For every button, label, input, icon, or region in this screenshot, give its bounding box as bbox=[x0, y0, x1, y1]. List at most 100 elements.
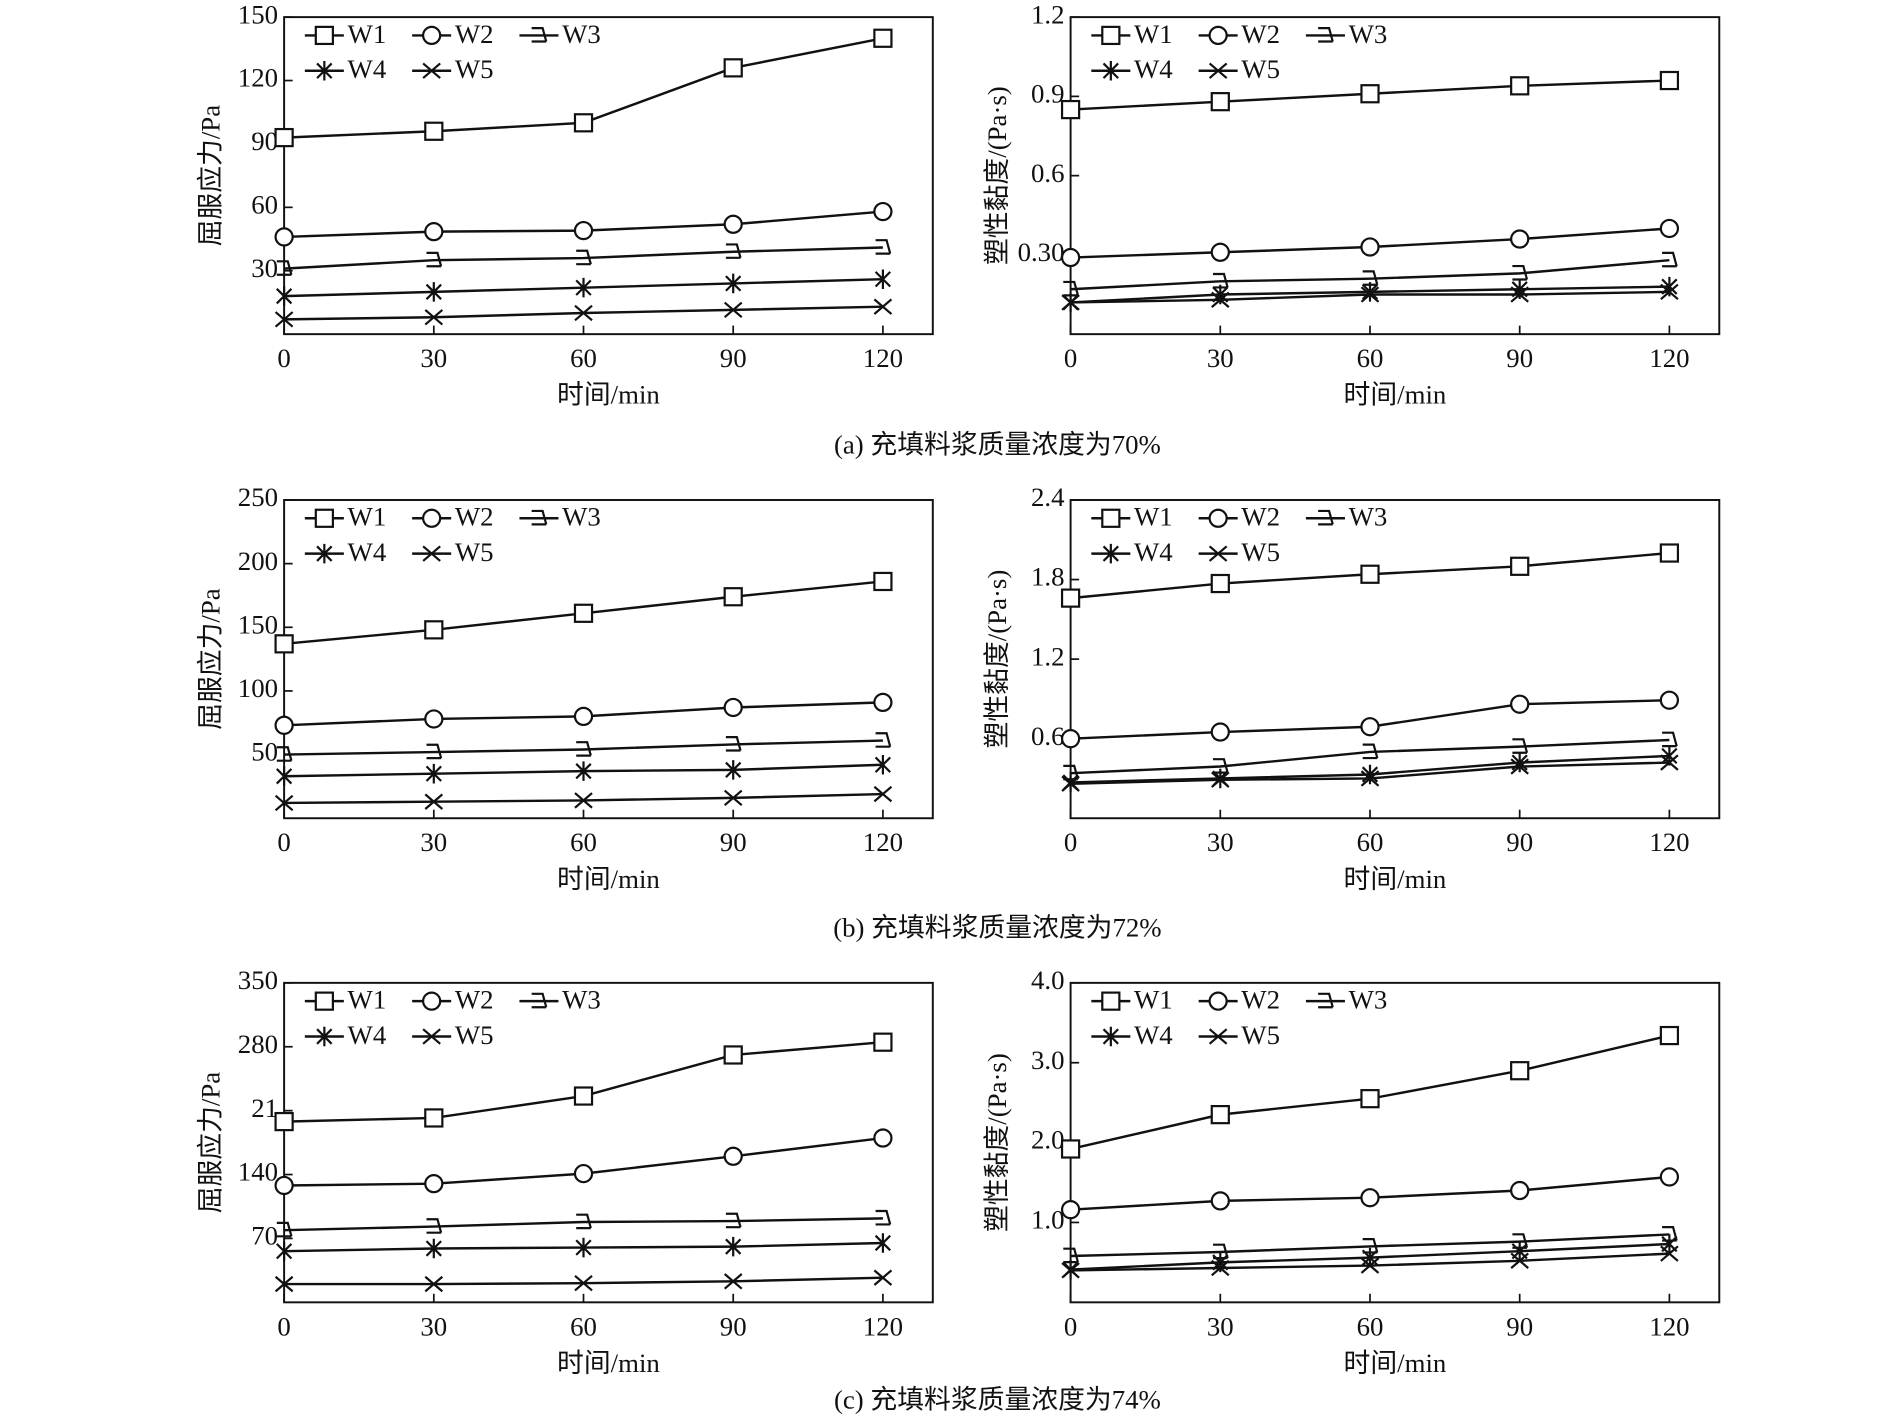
marker-square bbox=[424, 620, 444, 640]
marker bbox=[873, 571, 893, 592]
marker bbox=[426, 1218, 443, 1234]
marker bbox=[725, 1236, 742, 1257]
marker bbox=[576, 741, 592, 757]
marker-x bbox=[574, 1275, 593, 1292]
marker-x bbox=[422, 62, 441, 79]
y-tick-label: 280 bbox=[238, 1029, 278, 1059]
marker-angle bbox=[725, 243, 742, 259]
marker-x bbox=[1360, 286, 1380, 303]
marker bbox=[1060, 247, 1081, 268]
marker-x bbox=[723, 1273, 743, 1290]
x-axis-label: 时间/min bbox=[1344, 864, 1447, 894]
marker bbox=[874, 755, 891, 775]
x-tick-label: 90 bbox=[1506, 1311, 1533, 1341]
marker bbox=[1659, 543, 1680, 563]
marker-angle bbox=[426, 251, 443, 268]
marker bbox=[1060, 99, 1081, 120]
legend-label: W2 bbox=[455, 502, 494, 532]
marker-star bbox=[725, 273, 742, 294]
marker bbox=[425, 1238, 442, 1259]
marker bbox=[1510, 694, 1530, 714]
legend-label: W5 bbox=[455, 54, 494, 84]
marker bbox=[424, 1174, 444, 1194]
marker bbox=[725, 760, 742, 780]
x-tick-label: 60 bbox=[1357, 343, 1384, 373]
marker bbox=[1512, 738, 1529, 754]
marker-square bbox=[274, 1111, 294, 1132]
marker-square bbox=[1060, 1139, 1081, 1159]
marker bbox=[1208, 25, 1228, 46]
y-tick-label: 0.6 bbox=[1031, 721, 1065, 751]
marker-circle bbox=[1360, 1188, 1380, 1208]
marker bbox=[1060, 729, 1081, 749]
y-tick-label: 150 bbox=[238, 0, 278, 29]
marker bbox=[1360, 770, 1380, 787]
marker-circle bbox=[274, 715, 294, 735]
marker-square bbox=[1510, 1061, 1530, 1081]
marker-square bbox=[1060, 588, 1081, 608]
marker-star bbox=[425, 763, 442, 784]
marker bbox=[1061, 1262, 1080, 1279]
marker-square bbox=[274, 127, 294, 148]
marker bbox=[422, 545, 441, 562]
marker bbox=[1510, 76, 1530, 96]
marker bbox=[276, 746, 293, 762]
y-axis-label: 屈服应力/Pa bbox=[196, 588, 226, 730]
y-tick-label: 0.30 bbox=[1018, 237, 1065, 267]
legend-label: W3 bbox=[562, 502, 601, 532]
marker bbox=[276, 1221, 293, 1238]
marker bbox=[316, 543, 333, 564]
marker bbox=[725, 735, 742, 752]
y-tick-label: 250 bbox=[238, 482, 278, 512]
marker-star bbox=[316, 61, 333, 81]
marker bbox=[1101, 991, 1121, 1011]
marker-square bbox=[314, 991, 334, 1011]
marker-angle bbox=[1512, 738, 1529, 754]
marker bbox=[1210, 722, 1230, 742]
marker-x bbox=[1510, 1252, 1529, 1269]
marker bbox=[424, 793, 444, 810]
legend-label: W3 bbox=[1349, 19, 1388, 49]
marker-circle bbox=[573, 220, 594, 241]
x-tick-label: 120 bbox=[863, 827, 903, 857]
marker bbox=[424, 1275, 444, 1293]
x-tick-label: 120 bbox=[863, 1311, 903, 1341]
marker-square bbox=[873, 1032, 893, 1052]
marker-square bbox=[1101, 25, 1121, 46]
marker-square bbox=[1360, 1089, 1380, 1109]
marker-circle bbox=[1060, 247, 1081, 268]
marker-x bbox=[424, 1275, 444, 1293]
marker bbox=[1101, 25, 1121, 46]
marker-angle bbox=[875, 732, 892, 748]
marker-square bbox=[723, 587, 743, 607]
marker-star bbox=[725, 1236, 742, 1257]
plot-frame bbox=[1069, 499, 1721, 820]
x-tick-label: 90 bbox=[1506, 827, 1533, 857]
marker bbox=[274, 1111, 294, 1132]
marker-square bbox=[1101, 508, 1121, 528]
marker-x bbox=[1211, 291, 1230, 308]
marker bbox=[875, 732, 892, 748]
marker bbox=[723, 1146, 743, 1166]
marker bbox=[1211, 291, 1230, 308]
legend-label: W5 bbox=[455, 537, 494, 567]
marker bbox=[874, 269, 891, 289]
marker-x bbox=[574, 792, 593, 809]
legend-label: W2 bbox=[455, 19, 494, 49]
marker bbox=[1102, 543, 1119, 564]
marker-star bbox=[1102, 61, 1119, 81]
marker-star bbox=[425, 282, 442, 302]
marker bbox=[723, 587, 743, 607]
legend-label: W2 bbox=[1241, 985, 1280, 1015]
marker-x bbox=[1660, 1245, 1679, 1262]
x-tick-label: 120 bbox=[1649, 827, 1689, 857]
marker bbox=[425, 282, 442, 302]
marker-x bbox=[1510, 758, 1529, 775]
marker-circle bbox=[1208, 25, 1228, 46]
x-tick-label: 30 bbox=[420, 343, 447, 373]
marker bbox=[274, 311, 294, 328]
marker bbox=[274, 715, 294, 735]
marker-square bbox=[1360, 564, 1380, 584]
marker-angle bbox=[531, 509, 548, 526]
marker-angle bbox=[875, 1209, 892, 1226]
